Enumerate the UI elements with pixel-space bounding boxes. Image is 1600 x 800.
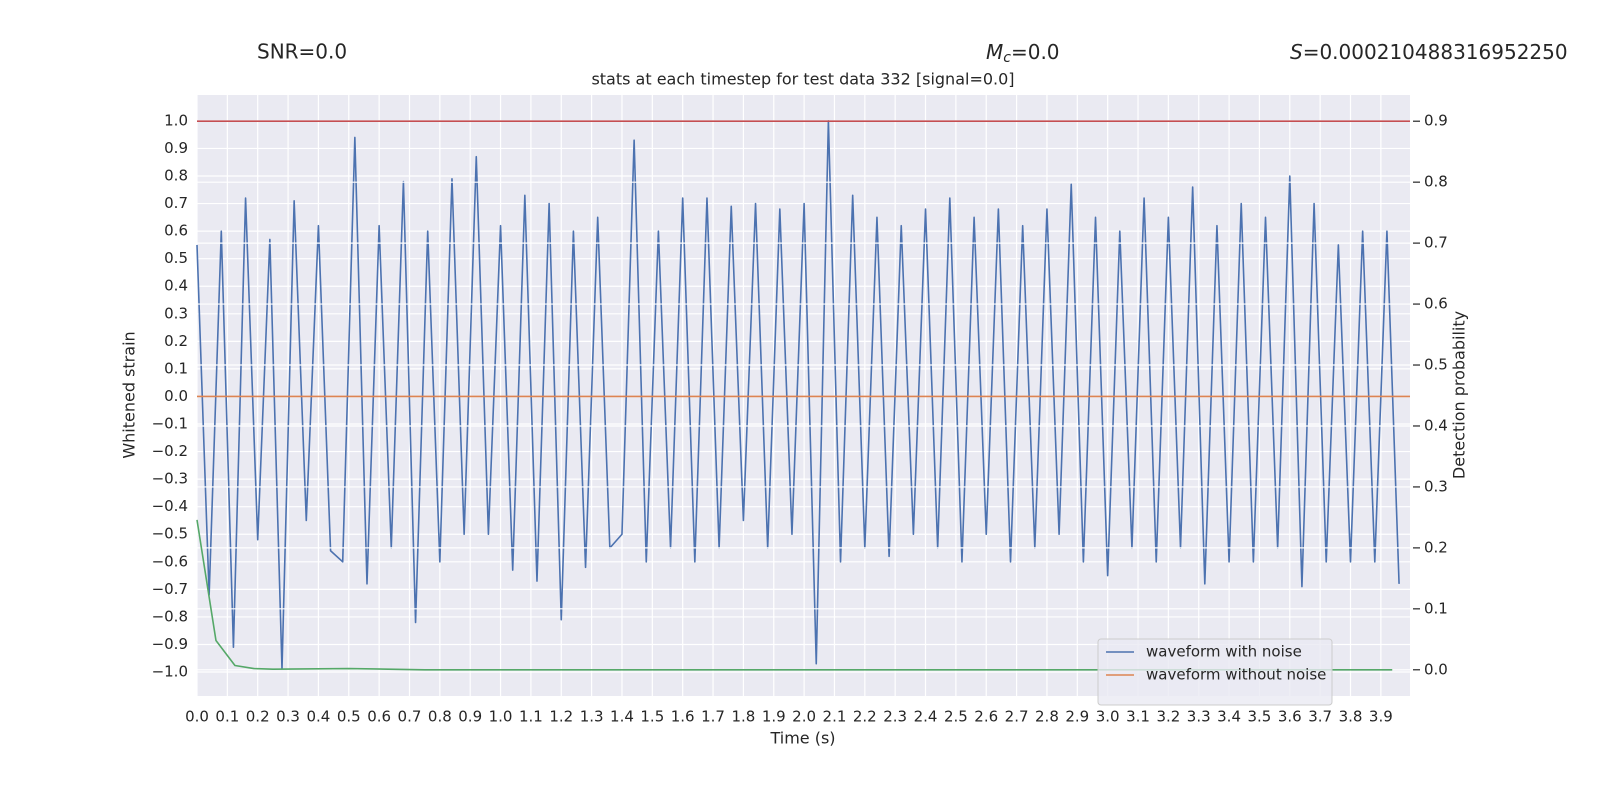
grid-layer	[196, 95, 1410, 696]
y2-tick-label: 0.6	[1424, 295, 1448, 313]
annotation-subscript: c	[1003, 50, 1011, 66]
x-tick-label: 1.6	[671, 708, 695, 726]
x-tick-label: 1.3	[580, 708, 604, 726]
annotation: Mc=0.0	[986, 40, 1060, 67]
x-tick-label: 3.4	[1217, 708, 1241, 726]
x-tick-label: 1.5	[640, 708, 664, 726]
y2-tick-label: 0.1	[1424, 599, 1448, 617]
y2-tick-label: 0.8	[1424, 173, 1448, 191]
x-tick-label: 3.0	[1096, 708, 1120, 726]
y-tick-label: −1.0	[152, 663, 188, 681]
y-axis-label: Whitened strain	[120, 331, 139, 458]
x-tick-label: 2.9	[1065, 708, 1089, 726]
x-tick-label: 0.1	[215, 708, 239, 726]
y-tick-label: 0.7	[164, 194, 188, 212]
x-tick-label: 2.6	[974, 708, 998, 726]
y-tick-label: −0.2	[152, 442, 188, 460]
x-tick-label: 3.5	[1248, 708, 1272, 726]
x-tick-label: 1.0	[489, 708, 513, 726]
x-tick-label: 1.2	[549, 708, 573, 726]
y-tick-label: −0.3	[152, 470, 188, 488]
x-tick-label: 2.4	[914, 708, 938, 726]
y-tick-label: −0.9	[152, 635, 188, 653]
y-tick-label: −0.6	[152, 552, 188, 570]
y2-axis-label: Detection probability	[1450, 311, 1469, 479]
x-tick-label: 0.3	[276, 708, 300, 726]
series-line	[196, 519, 1393, 671]
y2-tick-label: 0.2	[1424, 538, 1448, 556]
y-tick-label: 0.0	[164, 387, 188, 405]
x-tick-label: 2.0	[792, 708, 816, 726]
x-tick-label: 3.6	[1278, 708, 1302, 726]
y-tick-label: 0.8	[164, 167, 188, 185]
y2-tick-label: 0.0	[1424, 660, 1448, 678]
legend: waveform with noise waveform without nois…	[1097, 638, 1333, 706]
y-tick-label: 0.6	[164, 222, 188, 240]
y-tick-label: 0.4	[164, 277, 188, 295]
x-tick-label: 0.8	[428, 708, 452, 726]
x-tick-label: 2.3	[883, 708, 907, 726]
y-tick-label: 0.9	[164, 139, 188, 157]
y2-tick-label: 0.3	[1424, 477, 1448, 495]
annotation-symbol: S	[1290, 40, 1303, 64]
legend-box	[1097, 638, 1333, 706]
annotation-symbol: M	[986, 40, 1003, 64]
x-tick-label: 0.9	[458, 708, 482, 726]
plot-area	[197, 95, 1410, 696]
y2-tick-label: 0.5	[1424, 356, 1448, 374]
y-tick-label: −0.1	[152, 415, 188, 433]
x-tick-label: 3.8	[1339, 708, 1363, 726]
x-tick-label: 3.1	[1126, 708, 1150, 726]
x-tick-label: 1.4	[610, 708, 634, 726]
y-tick-label: 0.2	[164, 332, 188, 350]
x-axis-label: Time (s)	[769, 729, 835, 748]
x-tick-label: 1.8	[731, 708, 755, 726]
x-tick-label: 2.2	[853, 708, 877, 726]
y-tick-label: 1.0	[164, 111, 188, 129]
legend-label: waveform without noise	[1146, 666, 1326, 684]
x-tick-label: 0.7	[398, 708, 422, 726]
legend-label: waveform with noise	[1146, 643, 1302, 661]
x-tick-label: 0.5	[337, 708, 361, 726]
x-tick-label: 0.4	[306, 708, 330, 726]
y-tick-label: 0.1	[164, 359, 188, 377]
chart-title: stats at each timestep for test data 332…	[591, 70, 1014, 89]
x-tick-label: 1.7	[701, 708, 725, 726]
y-tick-label: 0.3	[164, 304, 188, 322]
x-tick-label: 0.6	[367, 708, 391, 726]
y-tick-label: −0.5	[152, 525, 188, 543]
x-tick-label: 2.5	[944, 708, 968, 726]
annotation-text: =0.000210488316952250	[1303, 40, 1568, 64]
x-tick-label: 3.7	[1308, 708, 1332, 726]
y2-tick-label: 0.7	[1424, 234, 1448, 252]
y-tick-label: 0.5	[164, 249, 188, 267]
x-tick-label: 0.0	[185, 708, 209, 726]
x-tick-label: 0.2	[246, 708, 270, 726]
annotation: SNR=0.0	[257, 40, 347, 64]
annotation-text: =0.0	[1011, 40, 1060, 64]
overlay-layer	[196, 120, 1410, 671]
y-tick-label: −0.7	[152, 580, 188, 598]
x-tick-label: 3.2	[1156, 708, 1180, 726]
y2-tick-label: 0.4	[1424, 416, 1448, 434]
x-tick-label: 1.1	[519, 708, 543, 726]
y-tick-label: −0.4	[152, 497, 188, 515]
y2-tick-label: 0.9	[1424, 112, 1448, 130]
x-tick-label: 2.1	[823, 708, 847, 726]
x-tick-label: 3.3	[1187, 708, 1211, 726]
x-tick-label: 2.7	[1005, 708, 1029, 726]
x-tick-label: 2.8	[1035, 708, 1059, 726]
x-tick-label: 1.9	[762, 708, 786, 726]
y-tick-label: −0.8	[152, 607, 188, 625]
x-tick-label: 3.9	[1369, 708, 1393, 726]
annotation: S=0.000210488316952250	[1290, 40, 1568, 64]
